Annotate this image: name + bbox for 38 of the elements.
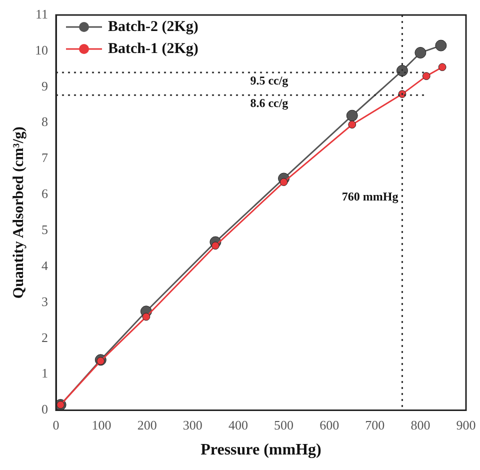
point bbox=[280, 178, 288, 186]
y-tick-label: 3 bbox=[42, 294, 48, 309]
y-tick-label: 8 bbox=[42, 114, 48, 130]
ref-line-label: 760 mmHg bbox=[342, 190, 398, 204]
x-tick-label: 600 bbox=[320, 417, 340, 432]
x-tick-label: 900 bbox=[456, 417, 476, 432]
point bbox=[211, 242, 220, 250]
x-tick-label: 300 bbox=[182, 417, 202, 432]
y-tick-label: 10 bbox=[35, 42, 48, 58]
x-axis-title: Pressure (mmHg) bbox=[200, 442, 322, 459]
point bbox=[346, 110, 358, 122]
point bbox=[142, 312, 150, 321]
ref-line-label: 8.6 cc/g bbox=[250, 96, 288, 110]
point bbox=[414, 46, 426, 58]
point bbox=[422, 72, 430, 80]
y-tick-label: 2 bbox=[42, 330, 48, 345]
y-axis-title: Quantity Adsorbed (cm³/g) bbox=[10, 126, 27, 299]
ref-line-label: 9.5 cc/g bbox=[250, 74, 288, 88]
y-tick-label: 5 bbox=[42, 222, 48, 237]
x-tick-label: 700 bbox=[365, 417, 385, 432]
point bbox=[348, 120, 356, 129]
y-tick-label: 9 bbox=[42, 78, 48, 94]
legend-label: Batch-1 (2Kg) bbox=[108, 40, 198, 57]
y-tick-label: 4 bbox=[42, 258, 48, 273]
x-tick-label: 800 bbox=[410, 417, 430, 432]
y-tick-label: 11 bbox=[35, 6, 48, 22]
y-tick-label: 0 bbox=[42, 402, 48, 417]
y-tick-label: 6 bbox=[42, 186, 48, 202]
point bbox=[435, 40, 447, 52]
x-tick-label: 100 bbox=[92, 417, 112, 432]
legend-label: Batch-2 (2Kg) bbox=[108, 18, 198, 35]
x-tick-label: 500 bbox=[274, 417, 294, 432]
x-tick-label: 400 bbox=[228, 417, 248, 432]
x-tick-label: 200 bbox=[137, 417, 157, 432]
y-tick-label: 1 bbox=[42, 366, 48, 381]
x-tick-label: 0 bbox=[52, 417, 60, 432]
point bbox=[438, 63, 446, 72]
y-tick-label: 7 bbox=[42, 150, 48, 166]
